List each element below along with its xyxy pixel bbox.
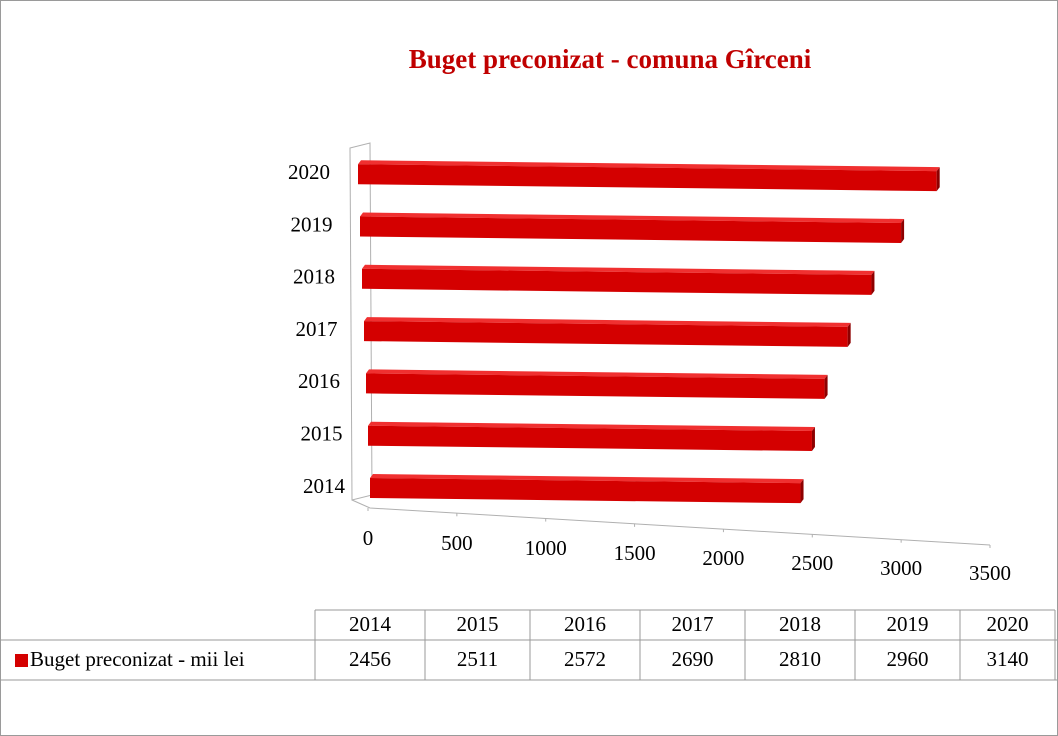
bar-top <box>368 421 815 432</box>
bar-end <box>811 427 815 452</box>
table-header: 2018 <box>779 612 821 636</box>
bar <box>364 321 848 347</box>
bar-top <box>366 369 828 379</box>
legend-swatch <box>15 654 28 667</box>
bar-end <box>936 167 940 192</box>
bar <box>366 373 825 399</box>
y-tick-label: 2016 <box>298 369 340 393</box>
bar <box>358 164 937 192</box>
table-value: 2690 <box>672 647 714 671</box>
bar <box>368 425 812 452</box>
bar-end <box>871 270 875 295</box>
x-tick-label: 1000 <box>525 536 567 560</box>
table-header: 2019 <box>887 612 929 636</box>
axis-floor <box>351 499 991 546</box>
legend-label: Buget preconizat - mii lei <box>30 647 245 671</box>
table-header: 2017 <box>672 612 714 636</box>
bar-top <box>362 264 875 275</box>
bar-end <box>901 218 905 243</box>
bar-top <box>360 212 905 223</box>
table-value: 2511 <box>457 647 498 671</box>
table-header: 2015 <box>457 612 499 636</box>
y-tick-label: 2019 <box>291 212 333 236</box>
table-header: 2014 <box>349 612 392 636</box>
bar-top <box>370 474 804 484</box>
table-value: 2960 <box>887 647 929 671</box>
bar-end <box>847 322 851 347</box>
table-header: 2020 <box>987 612 1029 636</box>
bar-top <box>358 160 940 172</box>
y-tick-label: 2015 <box>301 422 343 446</box>
table-header: 2016 <box>564 612 606 636</box>
table-value: 2572 <box>564 647 606 671</box>
y-tick-label: 2017 <box>296 317 338 341</box>
x-tick-label: 3500 <box>969 561 1011 585</box>
y-tick-label: 2018 <box>293 265 335 289</box>
bar <box>362 268 872 295</box>
y-tick-label: 2020 <box>288 160 330 184</box>
x-tick-label: 2500 <box>791 551 833 575</box>
x-tick-label: 2000 <box>702 546 744 570</box>
bar-top <box>364 317 851 327</box>
x-tick-label: 0 <box>363 526 374 550</box>
bar-end <box>824 374 828 399</box>
y-tick-label: 2014 <box>303 474 346 498</box>
table-value: 2810 <box>779 647 821 671</box>
bar-end <box>800 479 804 504</box>
x-tick-label: 3000 <box>880 556 922 580</box>
table-value: 2456 <box>349 647 391 671</box>
table-value: 3140 <box>987 647 1029 671</box>
x-tick-label: 1500 <box>614 541 656 565</box>
x-tick-label: 500 <box>441 531 473 555</box>
bar <box>360 216 902 243</box>
chart-title: Buget preconizat - comuna Gîrceni <box>409 44 812 74</box>
bar <box>370 478 801 504</box>
